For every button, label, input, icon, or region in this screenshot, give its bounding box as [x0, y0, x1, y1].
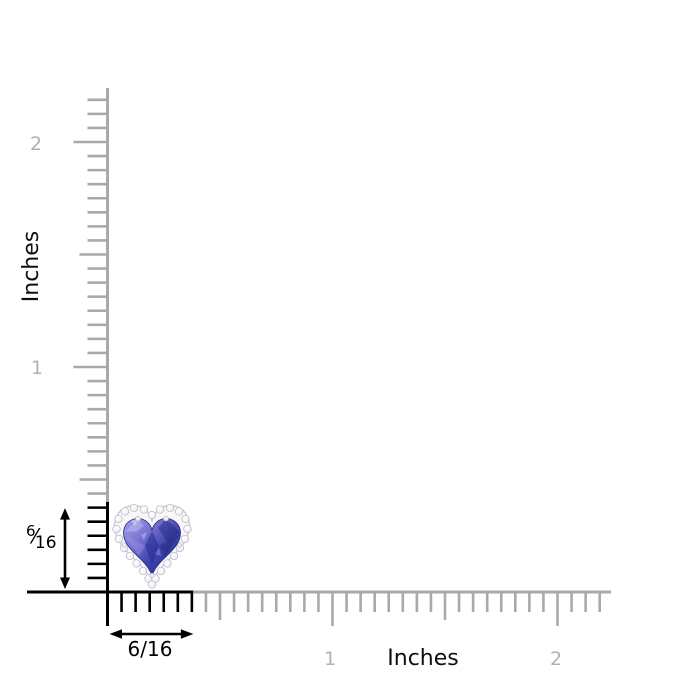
halo-diamond [183, 524, 192, 534]
halo-diamond [132, 559, 141, 568]
width-arrow-head-right [180, 629, 194, 639]
gem-facet [145, 531, 159, 565]
halo-diamond [112, 524, 121, 534]
height-fraction-denominator: 16 [34, 533, 57, 553]
prong [177, 542, 183, 548]
vertical-axis-title: Inches [6, 224, 58, 308]
rulers-group [27, 88, 611, 626]
halo-diamond [114, 514, 123, 524]
width-arrow-head-left [109, 629, 122, 639]
halo-diamond [165, 503, 175, 513]
halo-diamond [147, 510, 157, 520]
height-fraction-numerator: 6 [26, 522, 36, 540]
halo-diamond [174, 507, 184, 516]
height-arrow-head-up [60, 508, 70, 520]
prong [163, 516, 169, 522]
halo-diamond [120, 507, 130, 516]
gem-facets [124, 519, 180, 565]
halo-diamond [181, 514, 190, 524]
horizontal-ruler-number-2: 2 [549, 648, 563, 670]
vertical-axis-title-text: Inches [19, 230, 45, 302]
height-arrow [60, 508, 70, 589]
height-fraction-slash: ⁄ [33, 524, 37, 548]
gem-facet [158, 519, 180, 543]
width-arrow [109, 629, 194, 639]
pendant-image [112, 503, 192, 589]
halo-diamond [125, 551, 135, 561]
gem-facet [141, 532, 147, 540]
gem-facet [155, 548, 161, 556]
prongs [121, 516, 183, 579]
halo-diamond [169, 551, 179, 561]
height-measurement-label: 6⁄16 [26, 524, 57, 552]
horizontal-axis-title: Inches [387, 646, 459, 671]
halo-diamond [139, 505, 149, 514]
prong [135, 516, 141, 522]
gem-facet [126, 519, 144, 532]
halo-diamond [138, 566, 148, 576]
halo-diamond [155, 505, 165, 514]
horizontal-ruler-number-1: 1 [323, 648, 337, 670]
halo-diamond [180, 534, 190, 544]
halo-diamond [129, 503, 139, 513]
height-arrow-head-down [60, 577, 70, 589]
halo-diamond [114, 534, 124, 544]
gem-facet [159, 534, 180, 556]
width-measurement-label: 6/16 [127, 637, 173, 661]
prong [121, 542, 127, 548]
vertical-ruler-number-2: 2 [29, 133, 43, 155]
halo-diamond [156, 566, 166, 576]
prong [149, 573, 155, 579]
vertical-ruler-number-1: 1 [30, 357, 44, 379]
gem-facet [124, 534, 145, 556]
halo-diamond [163, 559, 172, 568]
